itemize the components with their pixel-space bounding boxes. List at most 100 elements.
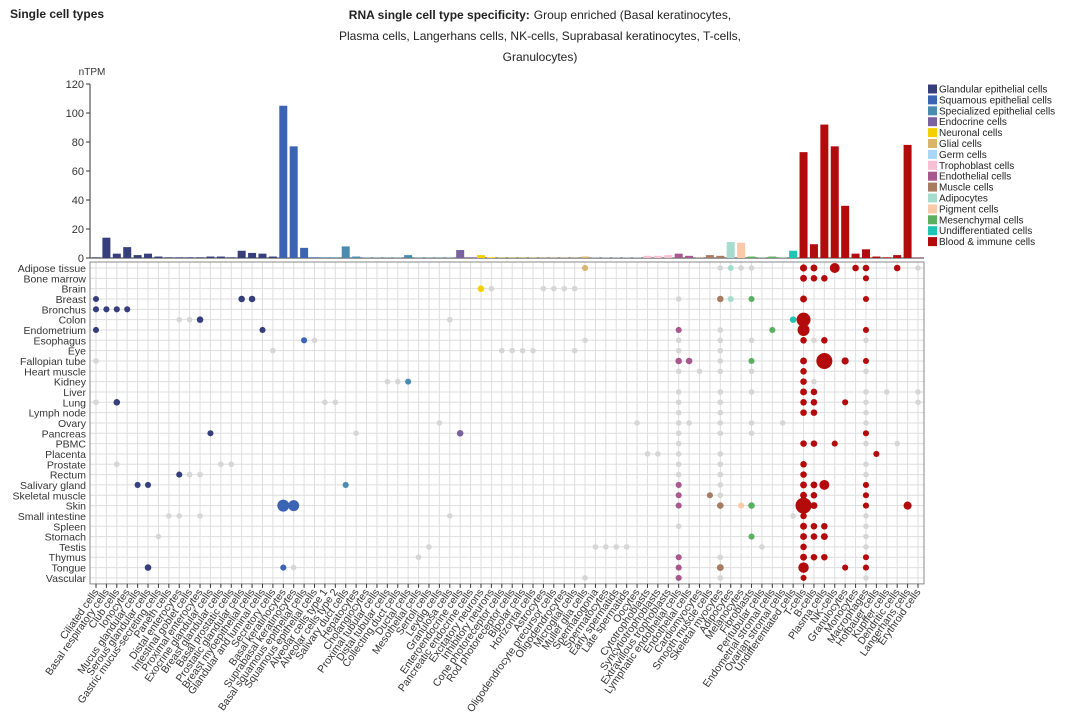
detected-dot <box>519 347 526 354</box>
enriched-dot <box>810 388 818 396</box>
page-title: Single cell types <box>10 7 105 21</box>
enriched-dot <box>800 491 807 499</box>
bar <box>789 250 798 258</box>
bar <box>903 144 912 258</box>
detected-dot <box>176 513 183 519</box>
legend-label: Adipocytes <box>939 194 988 205</box>
bar <box>653 255 662 258</box>
bar <box>893 255 902 258</box>
detected-dot <box>790 513 796 519</box>
row-label: Spleen <box>53 521 86 533</box>
enriched-dot <box>810 399 818 406</box>
row-label: Stomach <box>45 532 87 544</box>
enriched-dot <box>800 481 807 489</box>
detected-dot <box>530 347 536 354</box>
enriched-dot <box>675 357 682 365</box>
detected-dot <box>675 451 682 457</box>
enriched-dot <box>862 295 870 303</box>
y-axis-label: nTPM <box>79 67 106 78</box>
row-label: Placenta <box>45 449 86 461</box>
legend-label: Endocrine cells <box>939 117 1007 128</box>
enriched-dot <box>716 564 724 572</box>
row-label: Eye <box>68 346 86 358</box>
enriched-dot <box>810 275 818 282</box>
detected-dot <box>915 265 921 271</box>
detected-dot <box>675 296 682 302</box>
title-label: RNA single cell type specificity: <box>348 8 530 22</box>
detected-dot <box>863 440 869 447</box>
legend-label: Neuronal cells <box>939 128 1002 139</box>
enriched-dot <box>842 564 849 571</box>
row-label: Salivary gland <box>20 480 86 492</box>
bar <box>123 247 132 258</box>
title-text: Group enriched (Basal keratinocytes, Pla… <box>339 8 741 64</box>
enriched-dot <box>113 306 120 313</box>
y-tick-label: 0 <box>78 253 84 265</box>
enriched-dot <box>796 312 811 327</box>
detected-dot <box>582 337 588 344</box>
detected-dot <box>675 399 682 406</box>
enriched-dot <box>176 471 183 478</box>
detected-dot <box>863 461 869 468</box>
enriched-dot <box>800 357 807 365</box>
bar <box>206 256 215 258</box>
detected-dot <box>290 564 297 571</box>
enriched-dot <box>207 430 214 437</box>
bar <box>237 250 246 258</box>
enriched-dot <box>821 337 828 344</box>
bar <box>185 257 194 258</box>
y-tick-label: 20 <box>72 224 84 236</box>
detected-dot <box>176 316 183 323</box>
legend-swatch <box>928 84 937 94</box>
detected-dot <box>717 358 724 364</box>
detected-dot <box>634 420 640 426</box>
enriched-dot <box>862 275 870 282</box>
enriched-dot <box>862 264 870 272</box>
bar <box>487 257 496 258</box>
enriched-dot <box>800 440 807 447</box>
bar <box>841 205 850 258</box>
detected-dot <box>675 337 682 344</box>
row-label: Fallopian tube <box>20 356 86 368</box>
enriched-dot <box>248 295 256 303</box>
detected-dot <box>717 337 724 344</box>
bar <box>279 105 288 258</box>
detected-dot <box>592 544 599 550</box>
legend-label: Germ cells <box>939 150 987 161</box>
y-tick-label: 120 <box>66 79 84 91</box>
enriched-dot <box>800 471 807 478</box>
row-label: Lymph node <box>29 408 87 420</box>
detected-dot <box>738 265 744 271</box>
enriched-dot <box>820 533 828 541</box>
enriched-dot <box>288 500 300 512</box>
enriched-dot <box>810 440 818 447</box>
enriched-dot <box>841 357 849 365</box>
detected-dot <box>717 389 724 395</box>
row-label: Rectum <box>50 470 86 482</box>
detected-dot <box>675 409 682 416</box>
bar <box>352 256 361 258</box>
bar <box>341 246 350 258</box>
detected-dot <box>863 389 869 395</box>
bar <box>851 253 860 258</box>
enriched-dot <box>144 564 152 571</box>
detected-dot <box>748 430 755 437</box>
legend-label: Pigment cells <box>939 204 998 215</box>
enriched-dot <box>800 378 807 385</box>
bar <box>404 255 413 258</box>
legend-label: Trophoblast cells <box>939 161 1014 172</box>
enriched-dot <box>675 574 682 581</box>
bar <box>726 242 735 258</box>
bar <box>227 257 236 258</box>
enriched-dot <box>301 337 308 344</box>
enriched-dot <box>748 295 755 303</box>
detected-dot <box>655 451 661 457</box>
bar <box>310 257 319 258</box>
enriched-dot <box>144 481 152 488</box>
legend-label: Blood & immune cells <box>939 237 1035 248</box>
legend-swatch <box>928 193 937 203</box>
enriched-dot <box>797 324 810 336</box>
enriched-dot <box>862 502 870 509</box>
detected-dot <box>915 399 921 406</box>
legend-swatch <box>928 204 937 214</box>
